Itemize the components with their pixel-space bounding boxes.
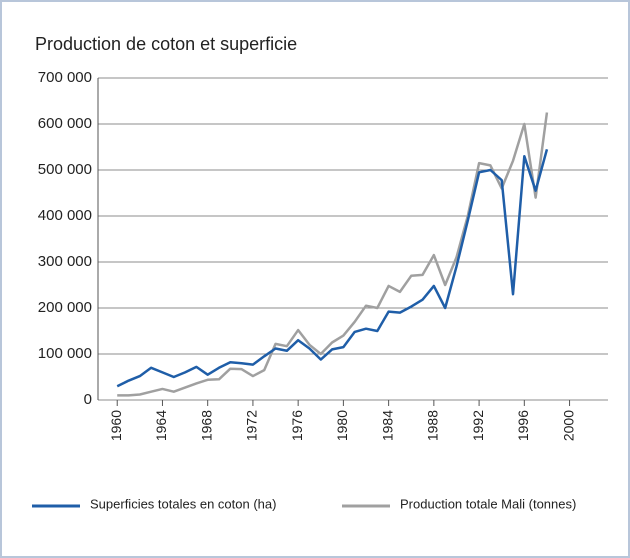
y-tick-label: 400 000 (38, 207, 92, 224)
x-tick-label: 1996 (515, 410, 531, 441)
y-tick-label: 100 000 (38, 345, 92, 362)
y-tick-label: 500 000 (38, 161, 92, 178)
y-tick-label: 0 (84, 391, 92, 408)
legend-label: Superficies totales en coton (ha) (90, 496, 276, 511)
x-tick-label: 1972 (244, 410, 260, 441)
y-tick-label: 200 000 (38, 299, 92, 316)
series-line (116, 148, 549, 388)
x-tick-label: 1960 (108, 410, 124, 441)
x-tick-label: 1992 (470, 410, 486, 441)
y-tick-label: 300 000 (38, 253, 92, 270)
y-tick-label: 700 000 (38, 69, 92, 86)
x-tick-label: 1980 (334, 410, 350, 441)
x-tick-label: 1968 (198, 410, 214, 441)
x-tick-label: 1976 (289, 410, 305, 441)
x-tick-label: 1984 (379, 410, 395, 441)
series-line (117, 112, 549, 397)
y-tick-label: 600 000 (38, 115, 92, 132)
chart-title: Production de coton et superficie (35, 34, 297, 54)
x-tick-label: 2000 (560, 410, 576, 441)
x-tick-label: 1964 (153, 410, 169, 441)
legend-label: Production totale Mali (tonnes) (400, 496, 576, 511)
x-tick-label: 1988 (425, 410, 441, 441)
